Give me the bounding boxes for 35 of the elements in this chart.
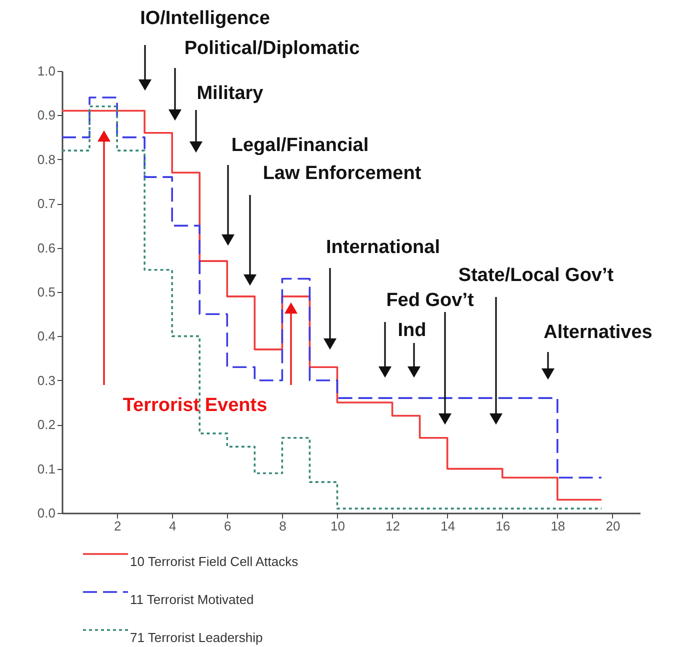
annotation: International xyxy=(326,237,440,258)
y-tick-label: 0.0 xyxy=(37,506,56,520)
x-tick-label: 12 xyxy=(386,518,400,534)
annotation: Ind xyxy=(398,320,426,341)
legend-label: 71 Terrorist Leadership xyxy=(130,630,263,645)
y-tick-label: 0.9 xyxy=(37,108,56,123)
text: Political/Diplomatic xyxy=(184,38,360,59)
y-tick-label: 0.8 xyxy=(37,152,56,167)
y-tick-label: 0.7 xyxy=(37,196,56,212)
y-tick-label: 0.5 xyxy=(37,284,56,300)
annotation: Legal/Financial xyxy=(231,135,369,156)
y-tick-label: 0.2 xyxy=(37,417,56,432)
y-tick-label: 0.4 xyxy=(37,328,56,344)
x-tick-label: 10 xyxy=(330,518,345,534)
y-tick-label: 0.6 xyxy=(37,240,56,256)
legend-label: 11 Terrorist Motivated xyxy=(130,592,254,607)
x-tick-label: 18 xyxy=(550,518,566,534)
annotation: State/Local Gov’t xyxy=(458,265,614,286)
annotation: Alternatives xyxy=(544,322,652,343)
y-tick-label: 1.0 xyxy=(37,64,56,78)
legend-label: 10 Terrorist Field Cell Attacks xyxy=(130,554,299,569)
x-tick-label: 14 xyxy=(440,518,456,534)
annotation: Fed Gov’t xyxy=(386,290,474,311)
x-tick-label: 4 xyxy=(168,518,176,534)
annotation: Terrorist Events xyxy=(122,395,268,416)
y-tick-label: 0.1 xyxy=(37,461,56,476)
annotation: Law Enforcement xyxy=(262,163,422,184)
text: IO/Intelligence xyxy=(140,8,270,29)
x-tick-label: 8 xyxy=(279,518,286,534)
y-tick-label: 0.3 xyxy=(37,372,56,388)
x-tick-label: 16 xyxy=(496,518,510,534)
x-tick-label: 2 xyxy=(114,518,122,534)
x-tick-label: 6 xyxy=(224,518,232,534)
x-tick-label: 20 xyxy=(606,518,620,534)
annotation: Military xyxy=(196,83,264,104)
